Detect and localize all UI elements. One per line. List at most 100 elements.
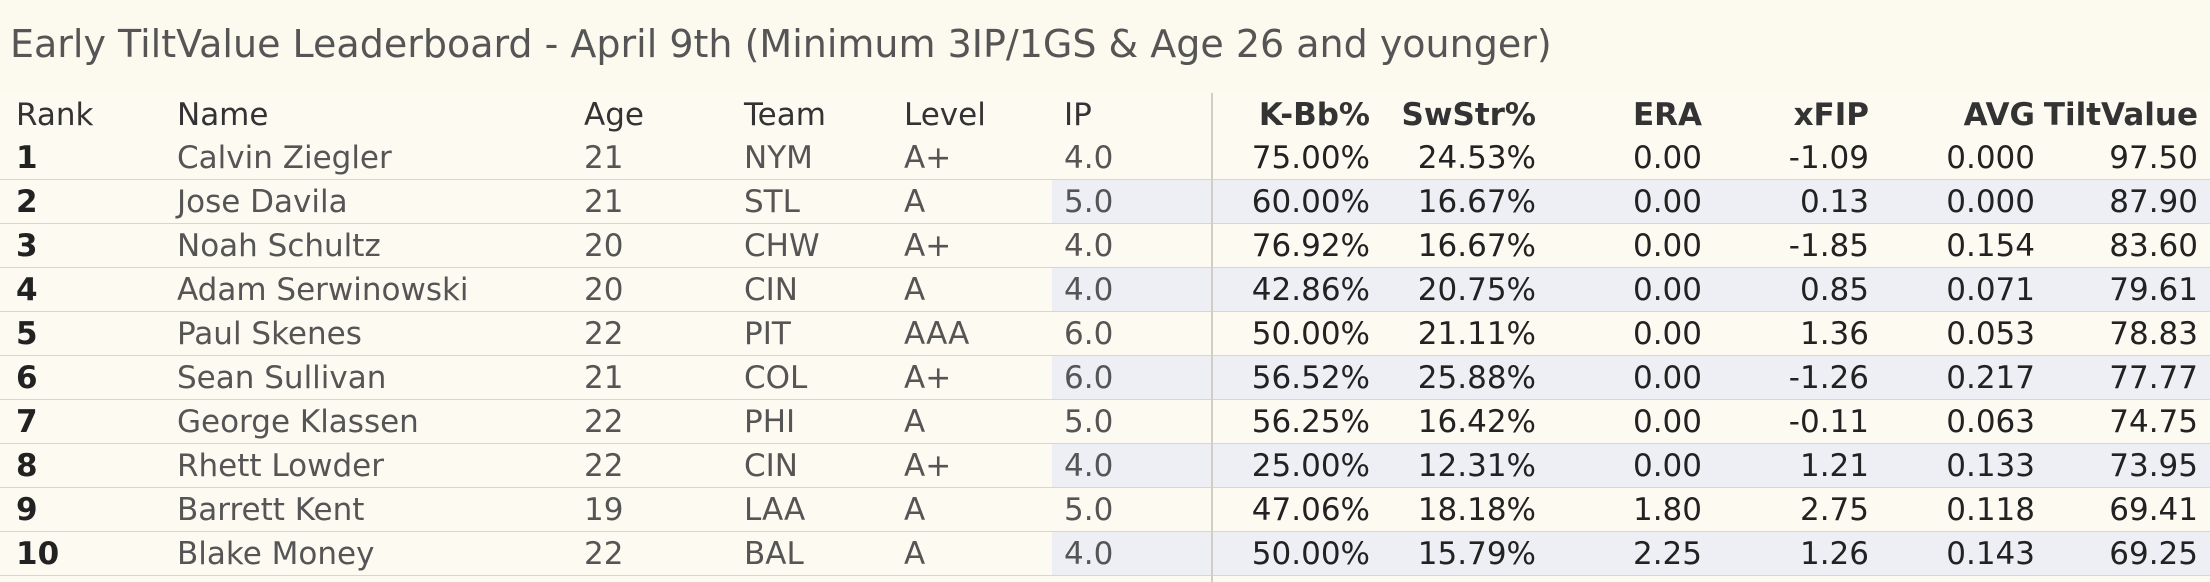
cell-team: CHW bbox=[744, 228, 820, 264]
cell-kbb: 56.25% bbox=[1251, 404, 1370, 440]
column-divider bbox=[1211, 93, 1213, 582]
cell-age: 22 bbox=[584, 536, 624, 572]
cell-rank: 1 bbox=[16, 140, 38, 176]
cell-name: Adam Serwinowski bbox=[177, 272, 469, 308]
cell-era: 0.00 bbox=[1632, 140, 1702, 176]
cell-team: STL bbox=[744, 184, 800, 220]
header-age[interactable]: Age bbox=[584, 97, 644, 133]
cell-tiltvalue: 74.75 bbox=[2109, 404, 2198, 440]
metrics-panel-background bbox=[1212, 180, 2210, 223]
cell-ip: 6.0 bbox=[1064, 360, 1114, 396]
cell-xfip: -1.26 bbox=[1788, 360, 1869, 396]
cell-level: A bbox=[904, 404, 926, 440]
cell-avg: 0.063 bbox=[1946, 404, 2035, 440]
cell-tiltvalue: 77.77 bbox=[2109, 360, 2198, 396]
cell-tiltvalue: 69.25 bbox=[2109, 536, 2198, 572]
header-era[interactable]: ERA bbox=[1632, 97, 1702, 133]
cell-tiltvalue: 87.90 bbox=[2109, 184, 2198, 220]
table-row[interactable]: 9 Barrett Kent 19 LAA A 5.0 47.06% 18.18% 1.80 2.… bbox=[0, 488, 2210, 532]
cell-xfip: 2.75 bbox=[1799, 492, 1869, 528]
cell-name: Blake Money bbox=[177, 536, 375, 572]
cell-xfip: -1.85 bbox=[1788, 228, 1869, 264]
ip-cell-background bbox=[1052, 356, 1211, 399]
cell-avg: 0.000 bbox=[1946, 184, 2035, 220]
cell-xfip: 0.13 bbox=[1799, 184, 1869, 220]
cell-team: LAA bbox=[744, 492, 806, 528]
cell-era: 0.00 bbox=[1632, 448, 1702, 484]
cell-kbb: 75.00% bbox=[1251, 140, 1370, 176]
cell-swstr: 12.31% bbox=[1417, 448, 1536, 484]
header-team[interactable]: Team bbox=[744, 97, 826, 133]
cell-level: A+ bbox=[904, 360, 952, 396]
cell-name: Paul Skenes bbox=[177, 316, 362, 352]
table-row[interactable]: 2 Jose Davila 21 STL A 5.0 60.00% 16.67% 0.00 0.1… bbox=[0, 180, 2210, 224]
page-title: Early TiltValue Leaderboard - April 9th … bbox=[10, 22, 1552, 66]
cell-tiltvalue: 78.83 bbox=[2109, 316, 2198, 352]
cell-team: COL bbox=[744, 360, 808, 396]
cell-era: 1.80 bbox=[1632, 492, 1702, 528]
cell-age: 22 bbox=[584, 404, 624, 440]
header-avg[interactable]: AVG bbox=[1963, 97, 2035, 133]
cell-tiltvalue: 83.60 bbox=[2109, 228, 2198, 264]
table-row[interactable]: 4 Adam Serwinowski 20 CIN A 4.0 42.86% 20.75% 0.… bbox=[0, 268, 2210, 312]
cell-name: George Klassen bbox=[177, 404, 419, 440]
table-row[interactable]: 7 George Klassen 22 PHI A 5.0 56.25% 16.42% 0.00… bbox=[0, 400, 2210, 444]
cell-era: 0.00 bbox=[1632, 404, 1702, 440]
table-row[interactable]: 8 Rhett Lowder 22 CIN A+ 4.0 25.00% 12.31% 0.00 1… bbox=[0, 444, 2210, 488]
table-row[interactable]: 3 Noah Schultz 20 CHW A+ 4.0 76.92% 16.67% 0.00 -… bbox=[0, 224, 2210, 268]
cell-team: CIN bbox=[744, 272, 798, 308]
cell-tiltvalue: 79.61 bbox=[2109, 272, 2198, 308]
cell-name: Jose Davila bbox=[177, 184, 348, 220]
cell-xfip: -0.11 bbox=[1788, 404, 1869, 440]
cell-ip: 6.0 bbox=[1064, 316, 1114, 352]
cell-age: 21 bbox=[584, 184, 624, 220]
cell-rank: 7 bbox=[16, 404, 38, 440]
cell-avg: 0.133 bbox=[1946, 448, 2035, 484]
header-xfip[interactable]: xFIP bbox=[1793, 97, 1869, 133]
metrics-panel-background bbox=[1212, 268, 2210, 311]
cell-ip: 5.0 bbox=[1064, 184, 1114, 220]
cell-level: A bbox=[904, 492, 926, 528]
cell-era: 0.00 bbox=[1632, 184, 1702, 220]
cell-swstr: 16.67% bbox=[1417, 228, 1536, 264]
cell-rank: 8 bbox=[16, 448, 38, 484]
table-row[interactable]: 5 Paul Skenes 22 PIT AAA 6.0 50.00% 21.11% 0.00 1… bbox=[0, 312, 2210, 356]
cell-level: A+ bbox=[904, 228, 952, 264]
header-ip[interactable]: IP bbox=[1064, 97, 1092, 133]
cell-ip: 5.0 bbox=[1064, 404, 1114, 440]
cell-kbb: 76.92% bbox=[1251, 228, 1370, 264]
cell-rank: 2 bbox=[16, 184, 38, 220]
header-level[interactable]: Level bbox=[904, 97, 986, 133]
cell-swstr: 20.75% bbox=[1417, 272, 1536, 308]
cell-age: 22 bbox=[584, 448, 624, 484]
cell-name: Barrett Kent bbox=[177, 492, 365, 528]
cell-avg: 0.143 bbox=[1946, 536, 2035, 572]
header-rank[interactable]: Rank bbox=[16, 97, 94, 133]
cell-kbb: 50.00% bbox=[1251, 316, 1370, 352]
cell-avg: 0.053 bbox=[1946, 316, 2035, 352]
cell-era: 2.25 bbox=[1632, 536, 1702, 572]
cell-ip: 5.0 bbox=[1064, 492, 1114, 528]
header-kbb[interactable]: K-Bb% bbox=[1258, 97, 1370, 133]
cell-ip: 4.0 bbox=[1064, 272, 1114, 308]
table-row[interactable]: 10 Blake Money 22 BAL A 4.0 50.00% 15.79% 2.25 1.… bbox=[0, 532, 2210, 576]
cell-era: 0.00 bbox=[1632, 272, 1702, 308]
table-row[interactable]: 1 Calvin Ziegler 21 NYM A+ 4.0 75.00% 24.53% 0.0… bbox=[0, 136, 2210, 180]
cell-name: Sean Sullivan bbox=[177, 360, 387, 396]
cell-swstr: 24.53% bbox=[1417, 140, 1536, 176]
cell-kbb: 42.86% bbox=[1251, 272, 1370, 308]
cell-kbb: 60.00% bbox=[1251, 184, 1370, 220]
table-header: Rank Name Age Team Level IP K-Bb% SwStr%… bbox=[0, 93, 2210, 136]
cell-team: NYM bbox=[744, 140, 813, 176]
cell-swstr: 16.42% bbox=[1417, 404, 1536, 440]
cell-xfip: 1.36 bbox=[1799, 316, 1869, 352]
cell-kbb: 25.00% bbox=[1251, 448, 1370, 484]
cell-level: A bbox=[904, 536, 926, 572]
cell-ip: 4.0 bbox=[1064, 536, 1114, 572]
header-swstr[interactable]: SwStr% bbox=[1401, 97, 1536, 133]
table-row[interactable]: 6 Sean Sullivan 21 COL A+ 6.0 56.52% 25.88% 0.00… bbox=[0, 356, 2210, 400]
header-name[interactable]: Name bbox=[177, 97, 269, 133]
cell-swstr: 25.88% bbox=[1417, 360, 1536, 396]
cell-ip: 4.0 bbox=[1064, 228, 1114, 264]
header-tiltvalue[interactable]: TiltValue bbox=[2043, 97, 2198, 133]
